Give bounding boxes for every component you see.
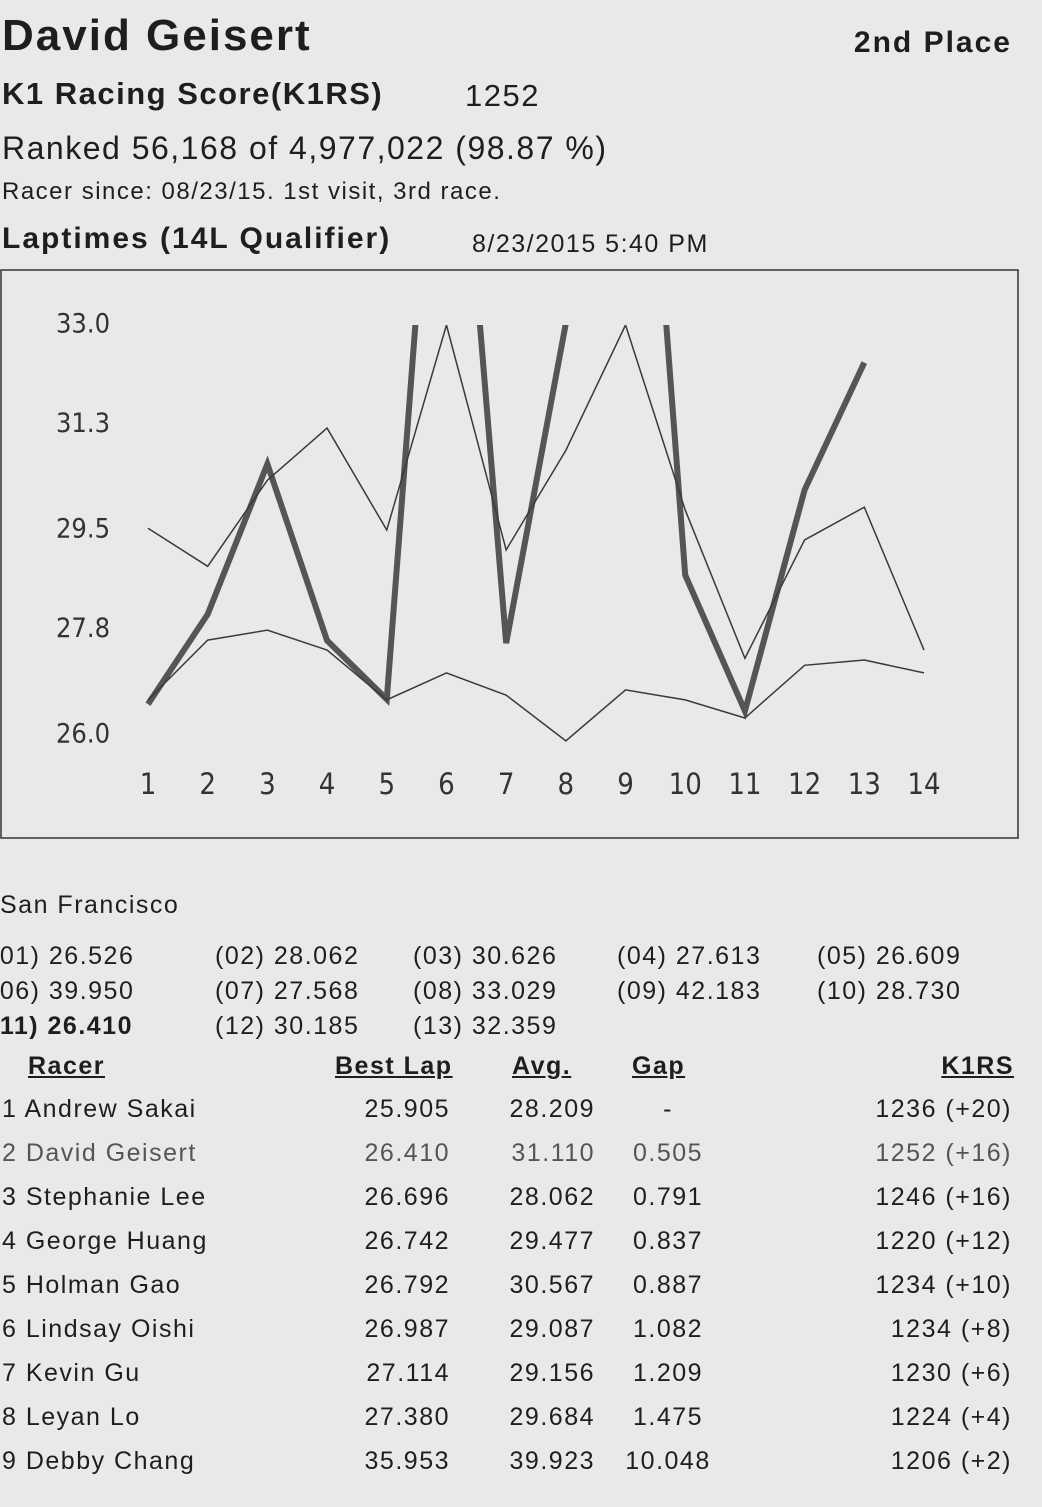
table-cell: 1 Andrew Sakai [2, 1095, 197, 1123]
table-cell: 26.987 [364, 1315, 450, 1343]
table-cell: 26.792 [364, 1271, 450, 1299]
x-tick-label: 12 [788, 767, 821, 801]
x-tick-label: 4 [319, 767, 336, 801]
table-cell: 0.837 [632, 1227, 704, 1255]
racer-since: Racer since: 08/23/15. 1st visit, 3rd ra… [2, 178, 502, 205]
score-value: 1252 [465, 78, 540, 113]
column-header: Best Lap [335, 1052, 453, 1080]
table-cell: 9 Debby Chang [2, 1447, 196, 1475]
location: San Francisco [0, 891, 180, 919]
table-cell: 1246 (+16) [875, 1183, 1012, 1211]
x-tick-label: 13 [848, 767, 881, 801]
x-tick-label: 3 [259, 767, 276, 801]
laptimes-title: Laptimes (14L Qualifier) [2, 222, 392, 255]
lap-time: (13) 32.359 [413, 1012, 558, 1040]
table-cell: 1.209 [632, 1359, 704, 1387]
table-cell: 31.110 [511, 1139, 595, 1167]
lap-time: (05) 26.609 [817, 942, 962, 970]
table-cell: 7 Kevin Gu [2, 1359, 141, 1387]
y-tick-label: 27.8 [56, 613, 110, 644]
lap-line [147, 629, 925, 742]
x-tick-label: 2 [199, 767, 216, 801]
table-cell: 29.087 [509, 1315, 595, 1343]
column-header: Avg. [512, 1052, 572, 1080]
table-cell: 1230 (+6) [890, 1359, 1012, 1387]
table-cell: 26.742 [364, 1227, 450, 1255]
rank-line: Ranked 56,168 of 4,977,022 (98.87 %) [2, 130, 608, 166]
table-cell: 27.380 [364, 1403, 450, 1431]
table-cell: 26.410 [364, 1139, 450, 1167]
table-cell: 0.505 [632, 1139, 704, 1167]
table-cell: 1.475 [632, 1403, 704, 1431]
x-tick-label: 7 [498, 767, 515, 801]
table-cell: 2 David Geisert [2, 1139, 197, 1167]
y-tick-label: 29.5 [56, 514, 110, 545]
table-cell: 25.905 [364, 1095, 450, 1123]
table-cell: 10.048 [625, 1447, 711, 1475]
column-header: Gap [632, 1052, 686, 1080]
x-tick-label: 14 [907, 767, 940, 801]
table-cell: 27.114 [366, 1359, 450, 1387]
x-tick-label: 10 [669, 767, 702, 801]
y-tick-label: 31.3 [56, 408, 110, 439]
lap-line [147, 325, 925, 661]
table-cell: - [663, 1095, 673, 1123]
lap-time: (06) 39.950 [0, 977, 135, 1005]
lap-time: (09) 42.183 [617, 977, 762, 1005]
table-cell: 29.156 [509, 1359, 595, 1387]
table-cell: 1234 (+8) [890, 1315, 1012, 1343]
table-cell: 1220 (+12) [875, 1227, 1012, 1255]
table-cell: 4 George Huang [2, 1227, 208, 1255]
table-cell: 5 Holman Gao [2, 1271, 182, 1299]
datetime: 8/23/2015 5:40 PM [472, 230, 709, 258]
lap-time: (03) 30.626 [413, 942, 558, 970]
lap-time: (08) 33.029 [413, 977, 558, 1005]
place: 2nd Place [853, 26, 1012, 59]
table-cell: 30.567 [509, 1271, 595, 1299]
x-tick-label: 8 [558, 767, 575, 801]
table-cell: 0.887 [632, 1271, 704, 1299]
chart-frame [0, 269, 1019, 839]
table-cell: 8 Leyan Lo [2, 1403, 141, 1431]
lap-time: (10) 28.730 [817, 977, 962, 1005]
lap-line [145, 325, 868, 720]
column-header: Racer [28, 1052, 105, 1080]
table-cell: 1.082 [632, 1315, 704, 1343]
lap-time: (11) 26.410 [0, 1012, 133, 1040]
table-cell: 26.696 [364, 1183, 450, 1211]
x-tick-label: 1 [140, 767, 157, 801]
table-cell: 6 Lindsay Oishi [2, 1315, 196, 1343]
table-cell: 28.209 [509, 1095, 595, 1123]
table-cell: 39.923 [509, 1447, 595, 1475]
table-cell: 1234 (+10) [875, 1271, 1012, 1299]
table-cell: 1236 (+20) [875, 1095, 1012, 1123]
lap-time: (04) 27.613 [617, 942, 762, 970]
x-tick-label: 11 [728, 767, 761, 801]
column-header: K1RS [941, 1052, 1014, 1080]
x-tick-label: 5 [378, 767, 395, 801]
lap-time: (12) 30.185 [215, 1012, 360, 1040]
table-cell: 1206 (+2) [890, 1447, 1012, 1475]
table-cell: 0.791 [632, 1183, 704, 1211]
racer-name: David Geisert [2, 11, 312, 60]
table-cell: 35.953 [364, 1447, 450, 1475]
chart: 33.031.329.527.826.01 2 3 4 5 6 7 8 9 10 11 12 13 14 [0, 269, 1019, 839]
y-tick-label: 26.0 [56, 719, 110, 750]
table-cell: 1252 (+16) [875, 1139, 1012, 1167]
table-cell: 29.684 [509, 1403, 595, 1431]
plot [145, 325, 925, 742]
score-label: K1 Racing Score(K1RS) [2, 76, 384, 111]
table-cell: 28.062 [509, 1183, 595, 1211]
y-tick-label: 33.0 [56, 309, 110, 340]
x-tick-label: 9 [617, 767, 634, 801]
lap-time: (07) 27.568 [215, 977, 360, 1005]
lap-time: (02) 28.062 [215, 942, 360, 970]
x-tick-label: 6 [438, 767, 455, 801]
table-cell: 29.477 [509, 1227, 595, 1255]
table-cell: 1224 (+4) [890, 1403, 1012, 1431]
table-cell: 3 Stephanie Lee [2, 1183, 207, 1211]
lap-time: (01) 26.526 [0, 942, 135, 970]
